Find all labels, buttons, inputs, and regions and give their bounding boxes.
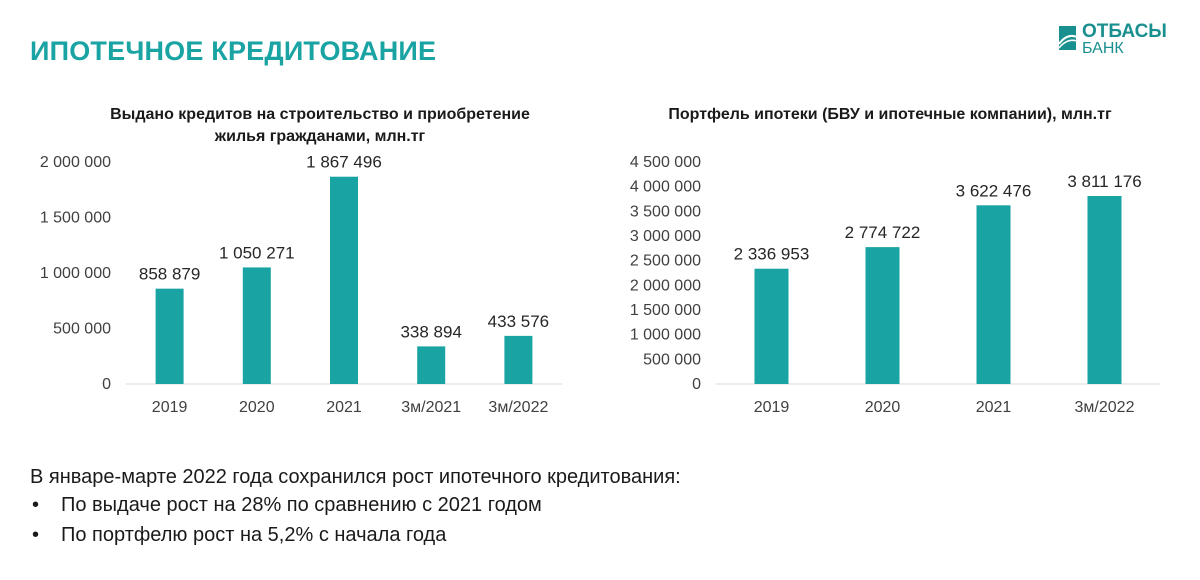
y-tick-label: 500 000: [643, 351, 701, 368]
bank-logo: ОТБАСЫ БАНК: [1058, 20, 1178, 60]
y-tick-label: 4 500 000: [630, 154, 701, 171]
y-tick-label: 1 500 000: [630, 302, 701, 319]
data-label: 1 867 496: [306, 153, 382, 172]
y-tick-label: 2 500 000: [630, 253, 701, 270]
bar: [242, 267, 271, 384]
bar: [1087, 195, 1122, 384]
x-tick-label: 2020: [239, 399, 275, 416]
x-tick-label: 2019: [152, 399, 188, 416]
y-tick-label: 4 000 000: [630, 179, 701, 196]
data-label: 433 576: [488, 312, 549, 331]
logo-roof-icon: [1058, 26, 1078, 50]
data-label: 1 050 271: [219, 243, 295, 262]
bar: [330, 176, 358, 384]
summary-bullets: • По выдаче рост на 28% по сравнению с 20…: [30, 490, 542, 550]
y-tick-label: 3 000 000: [630, 228, 701, 245]
y-tick-label: 500 000: [53, 321, 111, 338]
x-tick-label: 3м/2022: [1075, 399, 1135, 416]
logo-name: ОТБАСЫ: [1082, 21, 1167, 42]
issued-loans-chart: 0 500 000 1 000 000 1 500 000 2 000 000 858 8…: [40, 153, 562, 416]
x-tick-label: 2019: [754, 399, 790, 416]
bar: [155, 288, 184, 384]
y-tick-label: 2 000 000: [40, 154, 111, 171]
data-label: 858 879: [139, 265, 200, 284]
chart1-title: Выдано кредитов на строительство и приоб…: [110, 106, 530, 145]
bar: [754, 268, 789, 384]
y-tick-label: 0: [102, 376, 111, 393]
bar: [504, 335, 533, 384]
y-tick-label: 1 500 000: [40, 210, 111, 227]
data-label: 2 774 722: [845, 223, 921, 242]
bullet-marker: •: [32, 524, 40, 546]
x-tick-label: 3м/2021: [401, 399, 461, 416]
bullet-text: По выдаче рост на 28% по сравнению с 202…: [61, 494, 542, 516]
data-label: 3 811 176: [1067, 172, 1141, 191]
y-tick-label: 1 000 000: [630, 327, 701, 344]
summary-text: В январе-марте 2022 года сохранился рост…: [30, 466, 681, 488]
bar: [417, 346, 446, 384]
x-tick-label: 3м/2022: [488, 399, 548, 416]
summary-bullet: • По портфелю рост на 5,2% с начала года: [30, 520, 542, 550]
y-tick-label: 3 500 000: [630, 203, 701, 220]
y-tick-label: 0: [692, 376, 701, 393]
x-tick-label: 2021: [326, 399, 362, 416]
chart2-title: Портфель ипотеки (БВУ и ипотечные компан…: [668, 106, 1112, 123]
y-tick-label: 2 000 000: [630, 277, 701, 294]
y-tick-label: 1 000 000: [40, 265, 111, 282]
data-label: 2 336 953: [734, 245, 810, 264]
logo-subtitle: БАНК: [1082, 40, 1124, 57]
bullet-text: По портфелю рост на 5,2% с начала года: [61, 524, 447, 546]
bar: [976, 205, 1011, 384]
page-title: ИПОТЕЧНОЕ КРЕДИТОВАНИЕ: [30, 36, 437, 66]
x-tick-label: 2020: [865, 399, 901, 416]
x-tick-label: 2021: [976, 399, 1012, 416]
data-label: 338 894: [400, 322, 461, 341]
summary-bullet: • По выдаче рост на 28% по сравнению с 20…: [30, 490, 542, 520]
mortgage-portfolio-chart: 0 500 000 1 000 000 1 500 000 2 000 000 2 500…: [630, 154, 1160, 416]
data-label: 3 622 476: [956, 181, 1032, 200]
bar: [865, 247, 900, 384]
bullet-marker: •: [32, 494, 40, 516]
